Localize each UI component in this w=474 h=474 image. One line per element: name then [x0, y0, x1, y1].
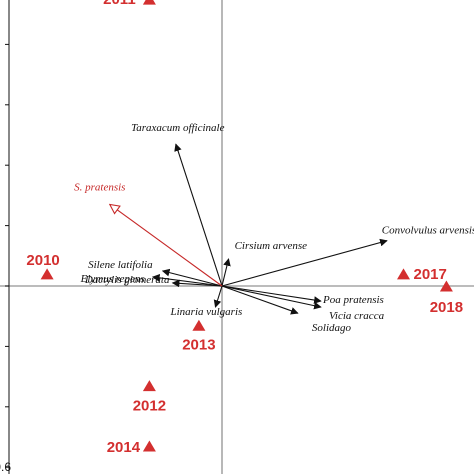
species-label: Dactylis glomerata [84, 274, 170, 286]
site-triangle-marker [397, 268, 410, 280]
species-vector [213, 285, 223, 308]
species-label: Solidago [312, 322, 352, 334]
y-tick-label: -0.6 [0, 460, 11, 474]
site-triangle-marker [142, 380, 156, 392]
site-triangle-marker [142, 0, 156, 5]
site-year-label: 2010 [26, 252, 59, 269]
species-vector [171, 279, 223, 288]
species-vector [221, 238, 388, 287]
site-year-label: 2014 [107, 439, 141, 456]
site-triangle-marker [142, 440, 156, 452]
supplementary-vector-label: S. pratensis [74, 181, 125, 193]
species-label: Poa pratensis [322, 294, 384, 306]
species-vector [221, 258, 231, 287]
species-vector [161, 268, 223, 287]
species-label: Taraxacum officinale [131, 122, 225, 134]
site-year-label: 2017 [414, 266, 447, 283]
site-year-label: 2011 [103, 0, 136, 8]
species-vector [221, 285, 322, 310]
site-triangle-marker [439, 280, 453, 292]
species-label: Silene latifolia [88, 259, 153, 271]
species-vector [174, 143, 223, 287]
site-year-label: 2012 [133, 398, 166, 415]
species-label: Convolvulus arvensis [382, 225, 474, 237]
species-vector [151, 274, 223, 287]
species-label: Linaria vulgaris [169, 306, 242, 318]
site-triangle-marker [192, 319, 206, 331]
species-vector [221, 285, 322, 304]
site-triangle-marker [40, 268, 54, 280]
species-label: Elymus repens [80, 273, 145, 285]
species-label: Vicia cracca [329, 310, 385, 322]
site-year-label: 2013 [182, 336, 215, 353]
site-year-label: 2018 [430, 299, 463, 316]
species-label: Cirsium arvense [235, 240, 308, 252]
supplementary-vector [110, 204, 223, 287]
species-vector [221, 285, 299, 315]
